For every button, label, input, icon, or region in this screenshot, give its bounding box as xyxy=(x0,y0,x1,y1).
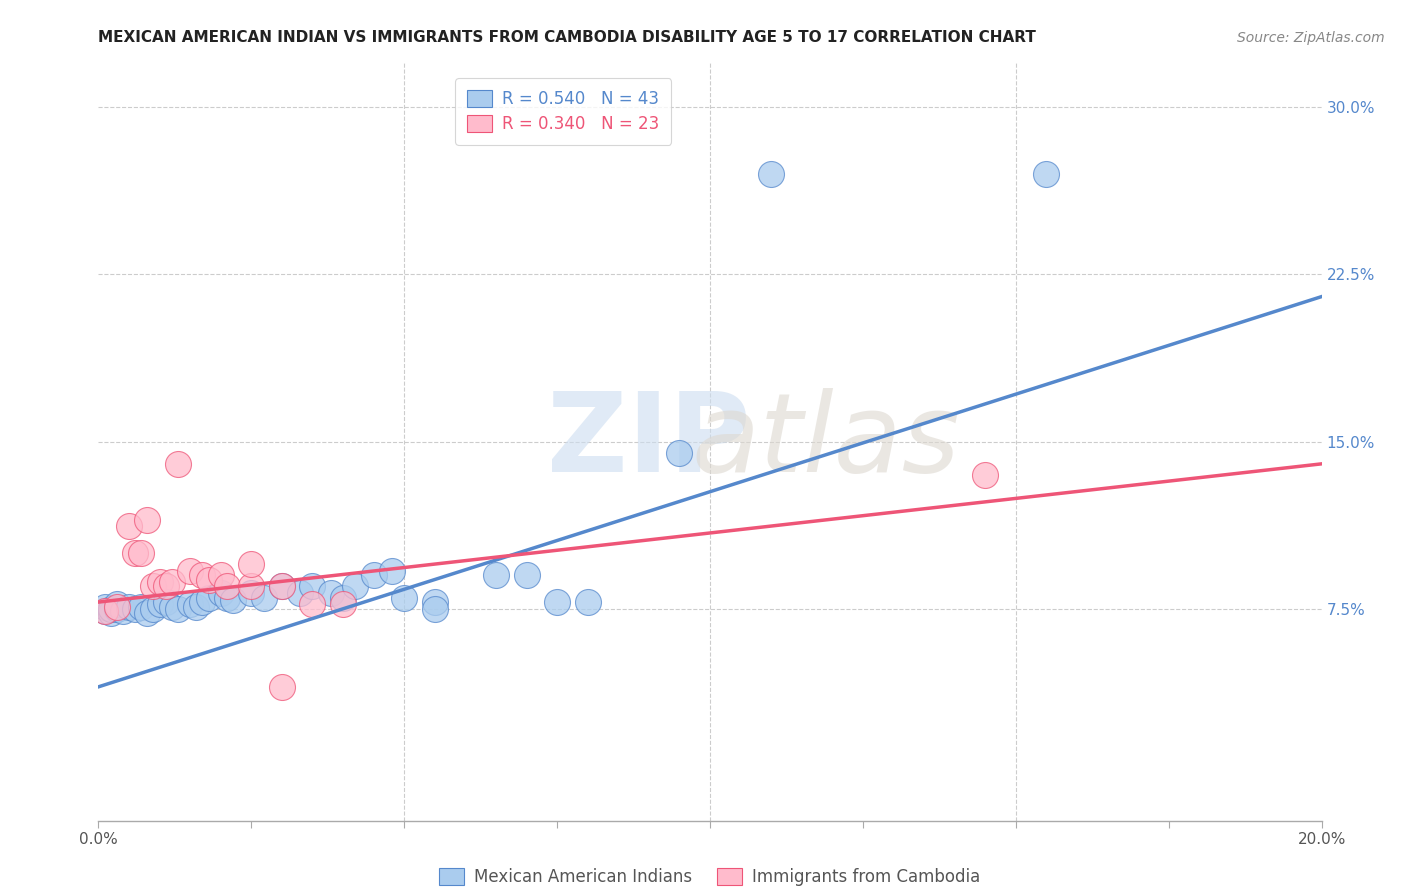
Point xyxy=(105,602,128,616)
Point xyxy=(974,467,997,482)
Point xyxy=(93,599,115,614)
Point xyxy=(222,592,245,607)
Point xyxy=(105,598,128,612)
Point xyxy=(179,598,201,612)
Point xyxy=(332,598,354,612)
Point xyxy=(93,604,115,618)
Point xyxy=(129,546,152,560)
Point xyxy=(270,580,292,594)
Point xyxy=(124,602,146,616)
Point xyxy=(142,580,165,594)
Point xyxy=(332,591,354,605)
Point xyxy=(111,604,134,618)
Point xyxy=(344,580,367,594)
Point xyxy=(155,595,177,609)
Legend: Mexican American Indians, Immigrants from Cambodia: Mexican American Indians, Immigrants fro… xyxy=(429,857,991,892)
Point xyxy=(100,602,122,616)
Point xyxy=(93,604,115,618)
Point xyxy=(215,580,238,594)
Point xyxy=(149,598,172,612)
Point xyxy=(167,457,190,471)
Point xyxy=(240,557,263,572)
Point xyxy=(516,568,538,582)
Text: MEXICAN AMERICAN INDIAN VS IMMIGRANTS FROM CAMBODIA DISABILITY AGE 5 TO 17 CORRE: MEXICAN AMERICAN INDIAN VS IMMIGRANTS FR… xyxy=(98,29,1036,45)
Point xyxy=(381,564,404,578)
Point xyxy=(209,568,232,582)
Point xyxy=(209,586,232,600)
Point xyxy=(142,602,165,616)
Point xyxy=(124,546,146,560)
Point xyxy=(319,586,342,600)
Point xyxy=(485,568,508,582)
Point xyxy=(191,568,214,582)
Point xyxy=(392,591,416,605)
Point xyxy=(668,446,690,460)
Point xyxy=(301,598,323,612)
Point xyxy=(240,580,263,594)
Point xyxy=(136,607,159,621)
Text: atlas: atlas xyxy=(692,388,960,495)
Point xyxy=(363,568,385,582)
Point xyxy=(215,591,238,605)
Point xyxy=(105,599,128,614)
Point xyxy=(155,580,177,594)
Point xyxy=(759,167,782,181)
Point xyxy=(160,599,183,614)
Text: Source: ZipAtlas.com: Source: ZipAtlas.com xyxy=(1237,31,1385,45)
Point xyxy=(423,602,446,616)
Point xyxy=(270,580,292,594)
Point xyxy=(167,602,190,616)
Point xyxy=(240,586,263,600)
Point xyxy=(118,519,141,533)
Point xyxy=(100,607,122,621)
Point xyxy=(301,580,323,594)
Point xyxy=(118,599,141,614)
Point xyxy=(197,591,219,605)
Point xyxy=(160,575,183,590)
Point xyxy=(129,599,152,614)
Point xyxy=(179,564,201,578)
Text: ZIP: ZIP xyxy=(547,388,751,495)
Point xyxy=(149,575,172,590)
Point xyxy=(191,595,214,609)
Point xyxy=(546,595,568,609)
Point xyxy=(197,573,219,587)
Point xyxy=(576,595,599,609)
Point xyxy=(270,680,292,694)
Point xyxy=(1035,167,1057,181)
Point xyxy=(136,512,159,526)
Point xyxy=(290,586,312,600)
Point xyxy=(423,595,446,609)
Point xyxy=(252,591,274,605)
Point xyxy=(186,599,208,614)
